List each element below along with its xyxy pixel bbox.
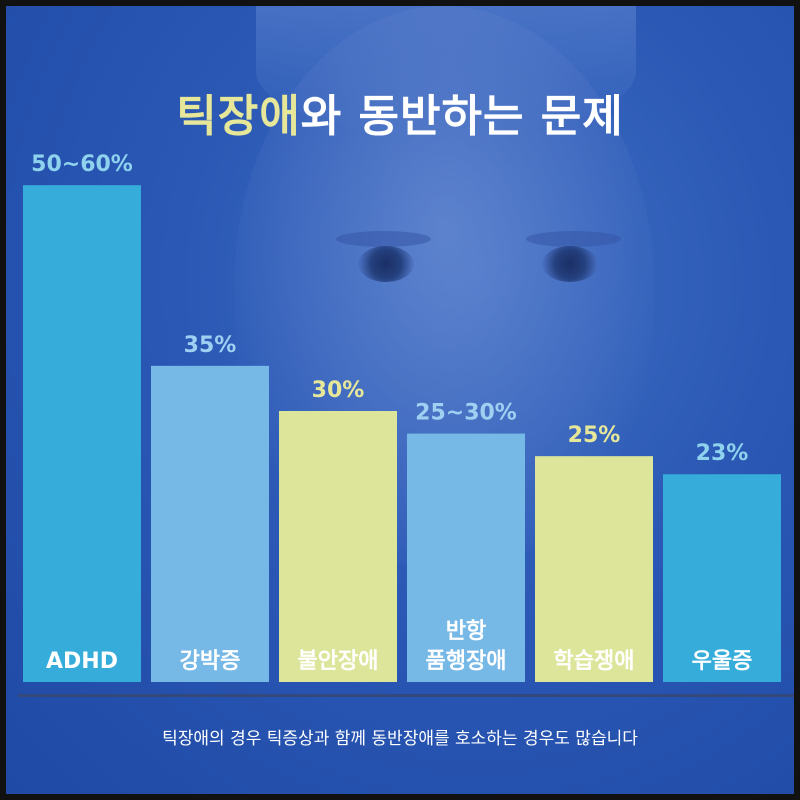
bar-1 <box>151 365 269 682</box>
value-label-3: 25~30% <box>415 401 517 426</box>
title-rest: 와 동반하는 문제 <box>300 91 624 142</box>
category-label-0: ADHD <box>46 649 118 674</box>
chart-title: 틱장애와 동반하는 문제 <box>6 80 794 144</box>
value-label-0: 50~60% <box>31 152 133 177</box>
value-label-4: 25% <box>568 423 621 448</box>
background-eye-right <box>542 246 598 282</box>
value-label-5: 23% <box>696 441 749 466</box>
background-eye-left <box>358 246 414 282</box>
background-brow-left <box>336 231 431 247</box>
footer-caption: 틱장애의 경우 틱증상과 함께 동반장애를 호소하는 경우도 많습니다 <box>162 729 638 749</box>
chart-baseline <box>18 694 794 697</box>
chart-panel: 틱장애와 동반하는 문제 50~60% ADHD 35% 강박증 30% 불안장애 25~3… <box>6 6 794 794</box>
bar-2 <box>279 411 397 682</box>
category-label-2: 불안장애 <box>298 649 379 674</box>
bar-0 <box>23 185 141 682</box>
category-label-3-line1: 품행장애 <box>426 649 507 674</box>
background-brow-right <box>526 231 621 247</box>
bar-4 <box>535 456 653 682</box>
value-label-2: 30% <box>312 378 365 403</box>
category-label-4: 학습쟁애 <box>554 649 635 674</box>
category-label-1: 강박증 <box>180 649 241 674</box>
bar-5 <box>663 474 781 682</box>
category-label-3-line0: 반항 <box>446 619 486 644</box>
bar-3 <box>407 433 525 682</box>
category-label-5: 우울증 <box>692 649 753 674</box>
title-highlight: 틱장애 <box>176 91 301 142</box>
value-label-1: 35% <box>184 333 237 358</box>
